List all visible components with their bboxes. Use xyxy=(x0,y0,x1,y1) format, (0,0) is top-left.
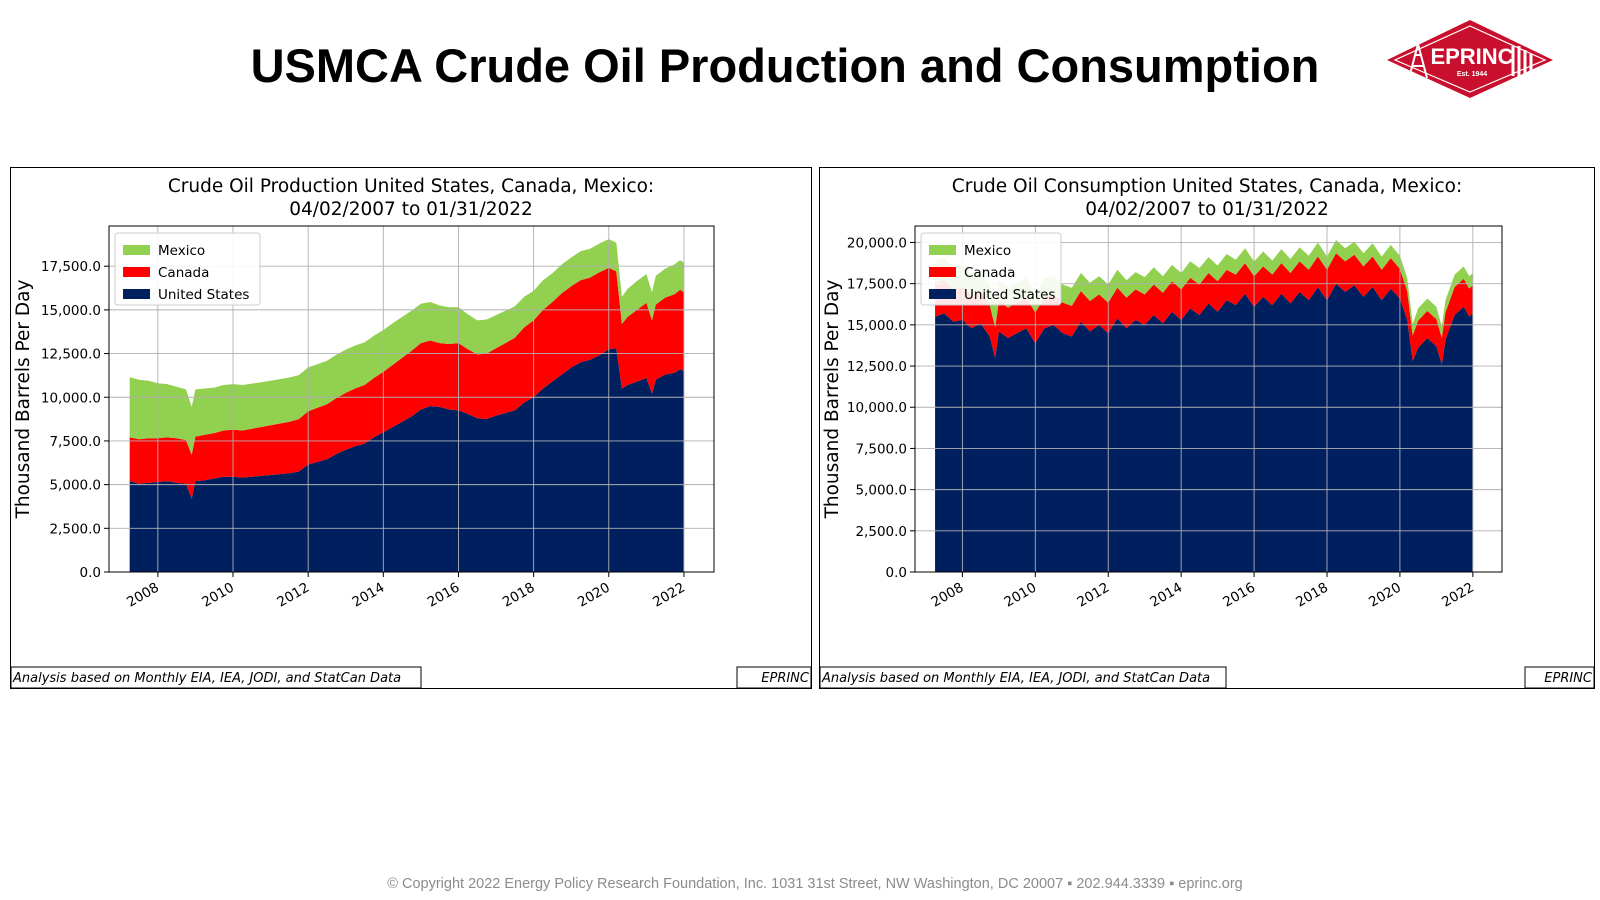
legend-box xyxy=(114,232,261,306)
eprinc-note-box xyxy=(1524,666,1594,688)
x-tick-label: 2018 xyxy=(1293,580,1331,611)
plot-frame xyxy=(108,225,715,573)
logo-est: Est. 1944 xyxy=(1457,71,1487,78)
legend-label-mexico: Mexico xyxy=(964,243,1011,259)
legend-swatch-canada xyxy=(123,267,150,277)
legend-label-mexico: Mexico xyxy=(158,243,205,259)
y-tick-label: 7,500.0 xyxy=(855,441,907,457)
legend-swatch-mexico xyxy=(929,245,956,255)
production-chart-panel: Crude Oil Production United States, Cana… xyxy=(10,167,812,689)
y-tick-label: 0.0 xyxy=(80,565,101,581)
y-tick-label: 20,000.0 xyxy=(847,235,907,251)
y-tick-label: 5,000.0 xyxy=(855,483,907,499)
legend: Mexico Canada United States xyxy=(114,232,261,306)
production-chart: Crude Oil Production United States, Cana… xyxy=(11,176,811,688)
eprinc-logo: EPRINC Est. 1944 xyxy=(1385,18,1555,102)
x-tick-label: 2014 xyxy=(350,580,388,611)
page-title: USMCA Crude Oil Production and Consumpti… xyxy=(250,39,1320,92)
copyright-footer: © Copyright 2022 Energy Policy Research … xyxy=(387,876,1243,892)
x-tick-label: 2012 xyxy=(274,580,312,611)
y-tick-label: 10,000.0 xyxy=(847,400,907,416)
y-tick-label: 15,000.0 xyxy=(847,318,907,334)
legend-swatch-canada xyxy=(929,267,956,277)
x-tick-label: 2022 xyxy=(650,580,688,611)
y-axis-label: Thousand Barrels Per Day xyxy=(13,280,34,520)
legend: Mexico Canada United States xyxy=(920,232,1062,306)
y-tick-label: 17,500.0 xyxy=(847,277,907,293)
y-tick-label: 10,000.0 xyxy=(41,390,101,406)
legend-label-canada: Canada xyxy=(158,265,209,281)
area-united-states xyxy=(129,348,684,572)
legend-swatch-united-states xyxy=(123,289,150,299)
area-united-states xyxy=(935,283,1473,572)
x-tick-label: 2008 xyxy=(124,580,162,611)
x-tick-label: 2016 xyxy=(1220,580,1258,611)
legend-swatch-mexico xyxy=(123,245,150,255)
chart-title-line-1: Crude Oil Production United States, Cana… xyxy=(168,176,654,197)
x-tick-label: 2020 xyxy=(1366,580,1404,611)
x-tick-label: 2010 xyxy=(1002,580,1040,611)
x-tick-label: 2008 xyxy=(929,580,967,611)
logo-wordmark: EPRINC xyxy=(1430,44,1513,69)
grid xyxy=(109,226,714,573)
y-tick-label: 15,000.0 xyxy=(41,303,101,319)
consumption-chart: Crude Oil Consumption United States, Can… xyxy=(820,176,1594,688)
chart-title-line-1: Crude Oil Consumption United States, Can… xyxy=(952,176,1462,197)
x-tick-label: 2010 xyxy=(199,580,237,611)
eprinc-note: EPRINC xyxy=(1544,671,1593,686)
area-canada xyxy=(935,253,1473,365)
source-note-box xyxy=(11,666,422,688)
y-tick-label: 5,000.0 xyxy=(49,478,101,494)
x-tick-label: 2016 xyxy=(425,580,463,611)
chart-title-line-2: 04/02/2007 to 01/31/2022 xyxy=(289,199,533,220)
x-tick-label: 2012 xyxy=(1074,580,1112,611)
y-tick-label: 2,500.0 xyxy=(855,524,907,540)
plot-frame xyxy=(914,225,1503,573)
source-note: Analysis based on Monthly EIA, IEA, JODI… xyxy=(12,671,401,686)
legend-swatch-united-states xyxy=(929,289,956,299)
y-tick-label: 7,500.0 xyxy=(49,434,101,450)
chart-title-line-2: 04/02/2007 to 01/31/2022 xyxy=(1085,199,1329,220)
y-tick-label: 17,500.0 xyxy=(41,259,101,275)
y-tick-label: 2,500.0 xyxy=(49,521,101,537)
eprinc-note-box xyxy=(736,666,811,688)
source-note-box xyxy=(820,666,1227,688)
x-tick-label: 2020 xyxy=(575,580,613,611)
legend-label-canada: Canada xyxy=(964,265,1015,281)
x-tick-label: 2014 xyxy=(1147,580,1185,611)
source-note: Analysis based on Monthly EIA, IEA, JODI… xyxy=(821,671,1210,686)
x-tick-label: 2022 xyxy=(1439,580,1477,611)
legend-label-united-states: United States xyxy=(964,287,1055,303)
y-tick-label: 12,500.0 xyxy=(41,347,101,363)
legend-label-united-states: United States xyxy=(158,287,249,303)
y-axis-label: Thousand Barrels Per Day xyxy=(822,280,843,520)
consumption-chart-panel: Crude Oil Consumption United States, Can… xyxy=(819,167,1595,689)
y-tick-label: 12,500.0 xyxy=(847,359,907,375)
area-mexico xyxy=(129,239,684,455)
eprinc-note: EPRINC xyxy=(761,671,810,686)
x-tick-label: 2018 xyxy=(500,580,538,611)
y-tick-label: 0.0 xyxy=(886,565,907,581)
